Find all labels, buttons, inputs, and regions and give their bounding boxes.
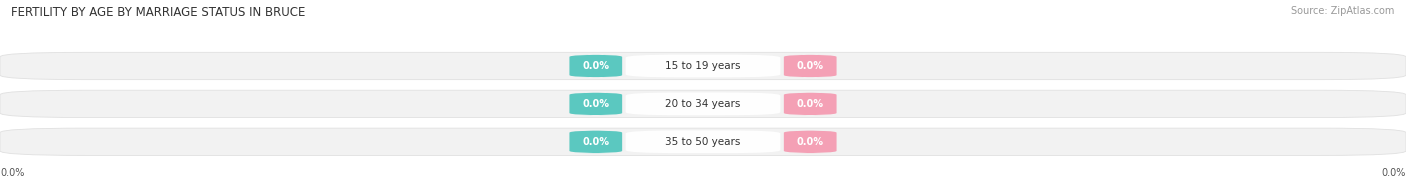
- Text: 0.0%: 0.0%: [797, 99, 824, 109]
- FancyBboxPatch shape: [0, 90, 1406, 118]
- Text: 0.0%: 0.0%: [797, 137, 824, 147]
- FancyBboxPatch shape: [626, 130, 780, 153]
- FancyBboxPatch shape: [569, 130, 621, 153]
- Text: 0.0%: 0.0%: [582, 99, 609, 109]
- FancyBboxPatch shape: [0, 52, 1406, 80]
- FancyBboxPatch shape: [0, 128, 1406, 155]
- Text: 0.0%: 0.0%: [1382, 168, 1406, 178]
- FancyBboxPatch shape: [626, 93, 780, 115]
- FancyBboxPatch shape: [626, 55, 780, 77]
- Text: 15 to 19 years: 15 to 19 years: [665, 61, 741, 71]
- Text: 20 to 34 years: 20 to 34 years: [665, 99, 741, 109]
- FancyBboxPatch shape: [569, 55, 621, 77]
- FancyBboxPatch shape: [569, 93, 621, 115]
- Text: FERTILITY BY AGE BY MARRIAGE STATUS IN BRUCE: FERTILITY BY AGE BY MARRIAGE STATUS IN B…: [11, 6, 305, 19]
- Text: 0.0%: 0.0%: [797, 61, 824, 71]
- Text: 0.0%: 0.0%: [582, 137, 609, 147]
- Text: 35 to 50 years: 35 to 50 years: [665, 137, 741, 147]
- FancyBboxPatch shape: [785, 130, 837, 153]
- FancyBboxPatch shape: [785, 93, 837, 115]
- Text: Source: ZipAtlas.com: Source: ZipAtlas.com: [1291, 6, 1395, 16]
- FancyBboxPatch shape: [785, 55, 837, 77]
- Text: 0.0%: 0.0%: [582, 61, 609, 71]
- Text: 0.0%: 0.0%: [0, 168, 24, 178]
